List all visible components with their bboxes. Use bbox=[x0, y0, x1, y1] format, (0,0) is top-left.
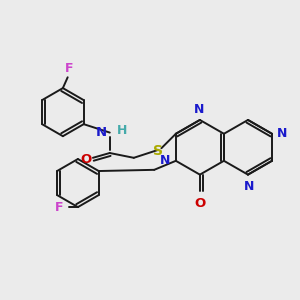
Text: S: S bbox=[153, 144, 163, 158]
Text: N: N bbox=[277, 127, 287, 140]
Text: N: N bbox=[96, 126, 107, 139]
Text: F: F bbox=[55, 201, 64, 214]
Text: N: N bbox=[194, 103, 204, 116]
Text: N: N bbox=[160, 154, 170, 167]
Text: O: O bbox=[194, 197, 206, 211]
Text: F: F bbox=[64, 62, 73, 75]
Text: H: H bbox=[117, 124, 127, 137]
Text: N: N bbox=[244, 180, 254, 193]
Text: O: O bbox=[80, 152, 91, 166]
